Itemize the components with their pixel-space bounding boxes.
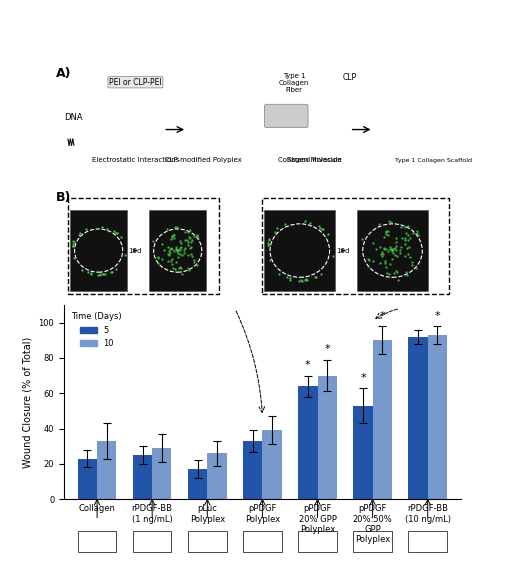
FancyBboxPatch shape bbox=[70, 210, 127, 292]
Bar bbox=[152, 448, 172, 499]
Text: CLP: CLP bbox=[343, 73, 357, 82]
Text: DNA: DNA bbox=[65, 113, 83, 122]
Text: Type 1 Collagen Scaffold: Type 1 Collagen Scaffold bbox=[395, 158, 472, 163]
Legend: 5, 10: 5, 10 bbox=[68, 309, 125, 351]
Text: 10d: 10d bbox=[336, 247, 349, 254]
FancyBboxPatch shape bbox=[298, 531, 337, 553]
FancyBboxPatch shape bbox=[243, 531, 282, 553]
Text: *: * bbox=[305, 360, 311, 370]
Text: Electrostatic Interactions: Electrostatic Interactions bbox=[92, 157, 179, 163]
Text: B): B) bbox=[56, 191, 72, 204]
Text: 10d: 10d bbox=[128, 247, 141, 254]
FancyBboxPatch shape bbox=[353, 531, 392, 553]
Bar bbox=[409, 337, 428, 499]
Text: Strand Invasion: Strand Invasion bbox=[287, 157, 342, 163]
Text: A): A) bbox=[56, 67, 72, 80]
FancyBboxPatch shape bbox=[133, 531, 172, 553]
Bar bbox=[353, 406, 373, 499]
Bar bbox=[133, 455, 152, 499]
Bar bbox=[243, 441, 263, 499]
Text: PEI or CLP-PEI: PEI or CLP-PEI bbox=[109, 78, 162, 87]
FancyBboxPatch shape bbox=[188, 531, 227, 553]
Text: *: * bbox=[379, 311, 385, 321]
Text: CLP-modified Polyplex: CLP-modified Polyplex bbox=[164, 157, 241, 163]
Bar bbox=[97, 441, 116, 499]
Text: Type 1
Collagen
Fiber: Type 1 Collagen Fiber bbox=[279, 73, 309, 93]
Y-axis label: Wound Closure (% of Total): Wound Closure (% of Total) bbox=[23, 337, 33, 468]
FancyBboxPatch shape bbox=[264, 104, 308, 127]
FancyBboxPatch shape bbox=[264, 210, 335, 292]
Bar bbox=[188, 469, 207, 499]
Bar bbox=[207, 453, 227, 499]
FancyBboxPatch shape bbox=[149, 210, 206, 292]
Bar bbox=[373, 340, 392, 499]
Text: Collagen Molecule: Collagen Molecule bbox=[278, 157, 342, 163]
Text: *: * bbox=[435, 311, 440, 321]
Bar bbox=[428, 335, 447, 499]
FancyBboxPatch shape bbox=[357, 210, 428, 292]
FancyBboxPatch shape bbox=[409, 531, 447, 553]
Bar bbox=[262, 430, 282, 499]
Text: *: * bbox=[360, 373, 366, 383]
Text: *: * bbox=[324, 344, 330, 355]
FancyBboxPatch shape bbox=[78, 531, 116, 553]
Bar bbox=[78, 459, 97, 499]
FancyBboxPatch shape bbox=[263, 198, 449, 295]
FancyBboxPatch shape bbox=[68, 198, 219, 295]
Bar bbox=[298, 386, 317, 499]
Bar bbox=[317, 375, 337, 499]
